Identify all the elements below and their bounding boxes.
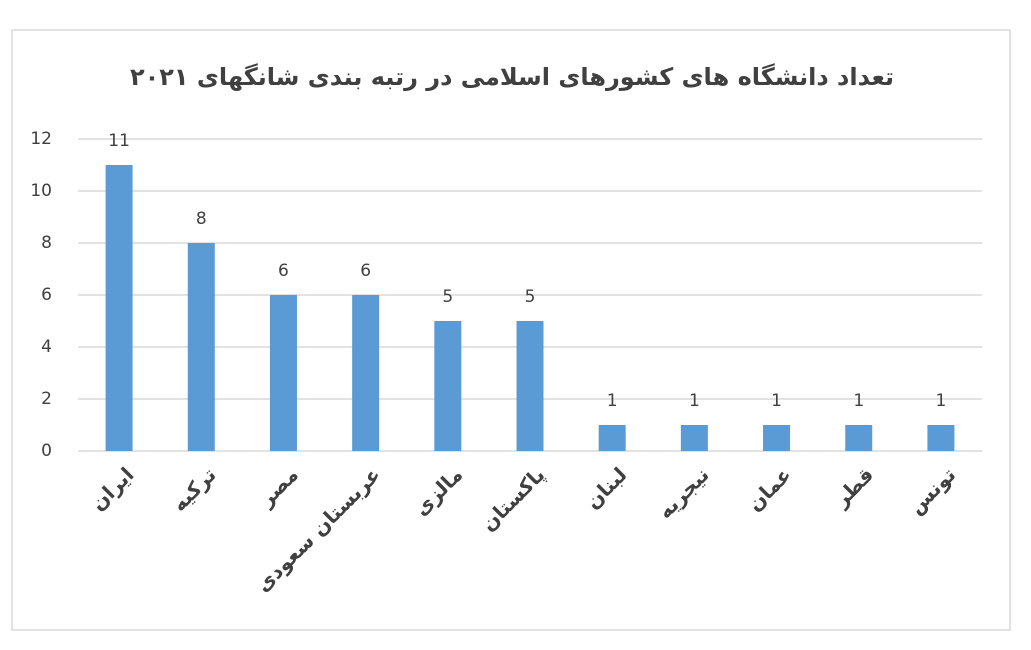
bar: [105, 165, 133, 451]
data-label: 1: [771, 391, 782, 411]
data-label: 5: [442, 287, 453, 307]
bar: [845, 425, 873, 451]
data-label: 1: [853, 391, 864, 411]
bar: [269, 295, 297, 451]
data-label: 1: [689, 391, 700, 411]
data-label: 6: [278, 261, 289, 281]
bar: [598, 425, 626, 451]
bar: [927, 425, 955, 451]
bar: [352, 295, 380, 451]
data-label: 1: [935, 391, 946, 411]
bar: [680, 425, 708, 451]
data-label: 8: [196, 209, 207, 229]
y-tick-label: 2: [41, 389, 52, 409]
chart-title: تعداد دانشگاه های کشورهای اسلامی در رتبه…: [130, 63, 894, 91]
y-tick-label: 8: [41, 233, 52, 253]
y-tick-label: 4: [41, 337, 52, 357]
bar: [434, 321, 462, 451]
y-tick-label: 12: [30, 129, 52, 149]
bar: [763, 425, 791, 451]
bar: [187, 243, 215, 451]
data-label: 1: [607, 391, 618, 411]
data-label: 11: [108, 131, 130, 151]
data-label: 6: [360, 261, 371, 281]
data-label: 5: [525, 287, 536, 307]
y-tick-label: 6: [41, 285, 52, 305]
y-tick-label: 10: [30, 181, 52, 201]
y-tick-label: 0: [41, 441, 52, 461]
bar: [516, 321, 544, 451]
chart-border: [11, 29, 1011, 631]
